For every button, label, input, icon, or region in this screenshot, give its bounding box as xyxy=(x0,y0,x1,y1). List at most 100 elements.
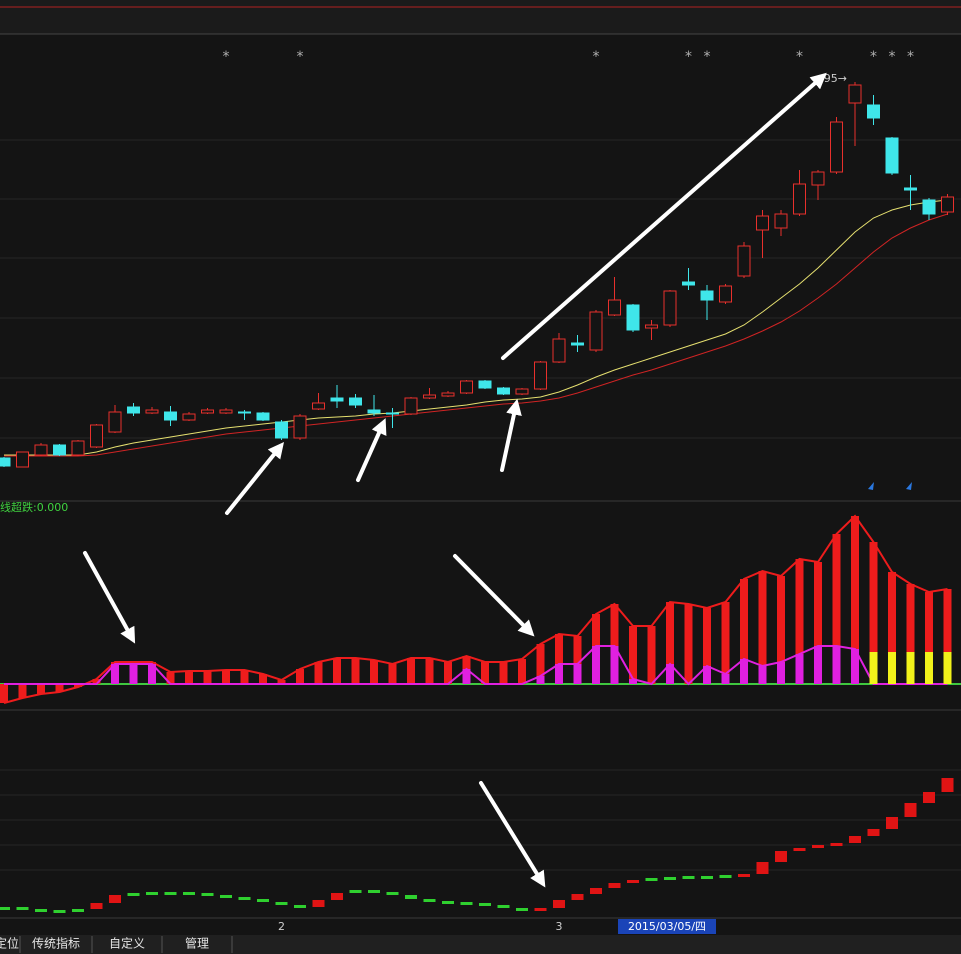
candle-body xyxy=(367,409,381,414)
indicator-bar xyxy=(777,662,785,684)
arrows xyxy=(83,72,827,888)
indicator-bar xyxy=(647,626,656,684)
indicator-bar xyxy=(370,660,378,684)
candle-body xyxy=(719,285,732,303)
indicator-bar xyxy=(740,659,748,684)
indicator-bar xyxy=(148,664,156,684)
indicator-bar xyxy=(573,664,582,684)
candle-body xyxy=(460,380,473,394)
candle-body xyxy=(71,440,85,456)
candle-body xyxy=(127,406,140,414)
indicator-bar xyxy=(0,684,8,703)
indicator-bar xyxy=(92,679,101,684)
candle-body xyxy=(201,409,214,414)
tab-bar xyxy=(0,935,961,954)
candle-body xyxy=(608,299,621,316)
cursor-date: 2015/03/05/四 xyxy=(628,920,706,933)
indicator-bar xyxy=(592,646,600,684)
indicator-bar xyxy=(721,674,730,684)
candle-body xyxy=(904,187,917,191)
indicator-bar xyxy=(222,670,230,684)
annotation-mark: * xyxy=(889,49,896,65)
candle-body xyxy=(238,411,251,414)
level-block xyxy=(849,836,861,843)
candle-body xyxy=(626,304,640,331)
level-block xyxy=(664,877,676,880)
moving-average xyxy=(4,213,948,457)
indicator-bar xyxy=(832,534,841,684)
indicator-bar xyxy=(943,589,952,684)
indicator-bar xyxy=(943,652,952,684)
x-tick-label: 2 xyxy=(278,920,285,933)
indicator-bar xyxy=(333,658,341,684)
candle-body xyxy=(256,412,270,421)
indicator-bar xyxy=(573,636,582,684)
tab[interactable]: 自定义 xyxy=(109,936,145,951)
signal-markers xyxy=(868,482,912,490)
indicator-bar xyxy=(629,679,637,684)
tab[interactable]: 传统指标 xyxy=(32,936,80,951)
candle-body xyxy=(182,413,196,421)
candle-body xyxy=(497,387,510,395)
indicator-bar xyxy=(703,666,711,684)
tab[interactable]: 定位 xyxy=(0,936,19,951)
plot-area: 2 3 * * * * * * * * * 95→ xyxy=(0,49,961,933)
indicator-bar xyxy=(37,684,45,694)
candle-body xyxy=(164,411,177,421)
indicator-bar xyxy=(388,664,397,684)
cursor-date-box xyxy=(618,919,716,934)
level-block xyxy=(756,862,769,874)
indicator-bar xyxy=(703,608,711,684)
level-block xyxy=(220,895,232,898)
level-block xyxy=(590,888,602,894)
level-block xyxy=(312,900,325,907)
candle-body xyxy=(219,409,233,414)
indicator-bar xyxy=(629,626,637,684)
indicator-bar xyxy=(795,654,804,684)
indicator-bar xyxy=(74,684,82,687)
x-tick-label: 3 xyxy=(556,920,563,933)
candle-body xyxy=(552,338,566,363)
level-block xyxy=(460,902,473,905)
candle-body xyxy=(330,397,344,402)
level-block xyxy=(830,843,843,846)
indicator-bar xyxy=(869,542,878,684)
level-block xyxy=(183,892,195,895)
indicator-bar xyxy=(18,684,27,698)
candle-body xyxy=(293,415,307,439)
indicator-bar xyxy=(555,634,563,684)
candle-body xyxy=(867,104,880,119)
candle-body xyxy=(34,444,48,456)
candle-body xyxy=(16,451,29,468)
candle-body xyxy=(423,394,436,399)
candle-body xyxy=(145,409,159,414)
annotation-mark: * xyxy=(297,49,304,65)
candle-body xyxy=(53,444,66,456)
panel-guides xyxy=(0,139,961,871)
candle-body xyxy=(774,213,788,229)
level-block xyxy=(571,894,584,900)
indicator-bar xyxy=(814,646,822,684)
level-block xyxy=(923,792,935,803)
indicator-bar xyxy=(166,672,175,684)
level-block xyxy=(645,878,658,881)
indicator-bar xyxy=(610,604,619,684)
level-block xyxy=(331,893,343,900)
indicator-bar xyxy=(851,516,859,684)
level-block xyxy=(349,890,362,893)
level-block xyxy=(738,874,750,877)
level-block xyxy=(90,903,103,909)
level-block xyxy=(127,893,140,896)
level-block xyxy=(904,803,917,817)
tabs: 定位 传统指标 自定义 管理 xyxy=(0,936,233,953)
candle-body xyxy=(885,137,899,174)
indicator-line xyxy=(3,514,948,704)
indicator-bar xyxy=(666,664,674,684)
indicator-bar xyxy=(758,666,767,684)
indicator-bar xyxy=(481,662,489,684)
candle-body xyxy=(386,412,399,415)
level-block xyxy=(35,909,47,912)
tab[interactable]: 管理 xyxy=(185,936,209,951)
level-block xyxy=(479,903,491,906)
